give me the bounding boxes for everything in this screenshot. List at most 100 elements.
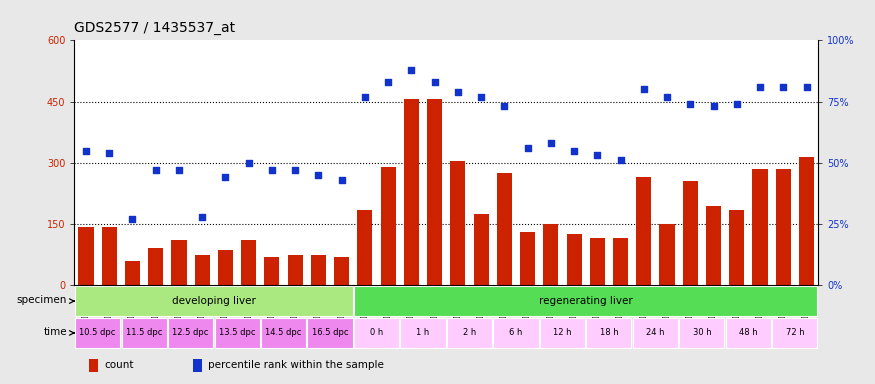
- Point: [474, 94, 488, 100]
- Text: count: count: [104, 360, 134, 370]
- Point: [544, 140, 558, 146]
- Text: GDS2577 / 1435537_at: GDS2577 / 1435537_at: [74, 21, 235, 35]
- Bar: [354, 318, 399, 348]
- Text: 6 h: 6 h: [509, 328, 522, 338]
- Bar: [404, 99, 419, 285]
- Point: [730, 101, 744, 107]
- Bar: [447, 318, 492, 348]
- Bar: [354, 286, 817, 316]
- Bar: [194, 255, 210, 285]
- Text: 24 h: 24 h: [646, 328, 665, 338]
- Point: [776, 84, 790, 90]
- Bar: [776, 169, 791, 285]
- Bar: [172, 240, 186, 285]
- Text: specimen: specimen: [17, 295, 67, 305]
- Point: [288, 167, 302, 173]
- Bar: [242, 240, 256, 285]
- Text: 14.5 dpc: 14.5 dpc: [265, 328, 302, 338]
- Bar: [679, 318, 724, 348]
- Bar: [752, 169, 767, 285]
- Text: 12 h: 12 h: [553, 328, 571, 338]
- Point: [265, 167, 279, 173]
- Bar: [89, 359, 98, 372]
- Point: [567, 147, 581, 154]
- Text: time: time: [44, 327, 67, 337]
- Text: regenerating liver: regenerating liver: [539, 296, 633, 306]
- Bar: [102, 227, 116, 285]
- Bar: [264, 257, 279, 285]
- Point: [706, 103, 720, 109]
- Bar: [168, 318, 214, 348]
- Text: 10.5 dpc: 10.5 dpc: [80, 328, 116, 338]
- Point: [683, 101, 697, 107]
- Text: 30 h: 30 h: [693, 328, 711, 338]
- Bar: [726, 318, 771, 348]
- Bar: [307, 318, 353, 348]
- Bar: [497, 173, 512, 285]
- Bar: [79, 227, 94, 285]
- Point: [242, 160, 256, 166]
- Point: [172, 167, 186, 173]
- Point: [591, 152, 605, 159]
- Bar: [357, 210, 373, 285]
- Bar: [122, 318, 166, 348]
- Text: 11.5 dpc: 11.5 dpc: [126, 328, 162, 338]
- Point: [79, 147, 93, 154]
- Point: [149, 167, 163, 173]
- Bar: [473, 214, 488, 285]
- Bar: [311, 255, 326, 285]
- Bar: [75, 286, 353, 316]
- Bar: [613, 238, 628, 285]
- Text: 18 h: 18 h: [599, 328, 619, 338]
- Text: percentile rank within the sample: percentile rank within the sample: [208, 360, 384, 370]
- Bar: [218, 250, 233, 285]
- Bar: [566, 234, 582, 285]
- Bar: [125, 261, 140, 285]
- Point: [497, 103, 511, 109]
- Bar: [540, 318, 585, 348]
- Point: [102, 150, 116, 156]
- Text: 16.5 dpc: 16.5 dpc: [312, 328, 348, 338]
- Text: 12.5 dpc: 12.5 dpc: [172, 328, 209, 338]
- Text: 48 h: 48 h: [739, 328, 758, 338]
- Bar: [493, 318, 538, 348]
- Bar: [543, 224, 558, 285]
- Point: [660, 94, 674, 100]
- Bar: [520, 232, 536, 285]
- Bar: [799, 157, 814, 285]
- Text: 13.5 dpc: 13.5 dpc: [219, 328, 256, 338]
- Bar: [633, 318, 678, 348]
- Bar: [586, 318, 632, 348]
- Point: [521, 145, 535, 151]
- Bar: [636, 177, 651, 285]
- Bar: [427, 99, 442, 285]
- Text: 72 h: 72 h: [786, 328, 804, 338]
- Text: developing liver: developing liver: [172, 296, 255, 306]
- Point: [753, 84, 767, 90]
- Text: 2 h: 2 h: [463, 328, 476, 338]
- Bar: [451, 161, 466, 285]
- Bar: [381, 167, 396, 285]
- Bar: [401, 318, 445, 348]
- Point: [312, 172, 326, 178]
- Text: 1 h: 1 h: [416, 328, 430, 338]
- Bar: [75, 318, 120, 348]
- Point: [428, 79, 442, 85]
- Bar: [288, 255, 303, 285]
- Point: [195, 214, 209, 220]
- Bar: [773, 318, 817, 348]
- Point: [358, 94, 372, 100]
- Bar: [148, 248, 164, 285]
- Bar: [193, 359, 202, 372]
- Point: [219, 174, 233, 180]
- Point: [613, 157, 627, 163]
- Bar: [729, 210, 745, 285]
- Point: [800, 84, 814, 90]
- Point: [382, 79, 396, 85]
- Bar: [590, 238, 605, 285]
- Bar: [334, 257, 349, 285]
- Point: [125, 216, 139, 222]
- Point: [334, 177, 348, 183]
- Bar: [660, 224, 675, 285]
- Point: [404, 67, 418, 73]
